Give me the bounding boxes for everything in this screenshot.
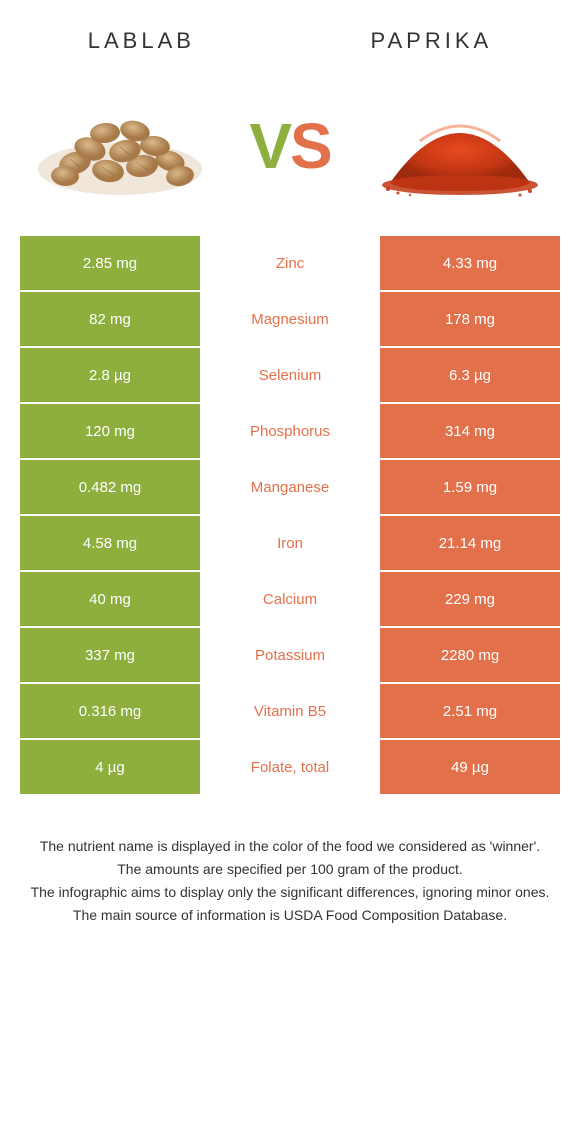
nutrient-table: 2.85 mgZinc4.33 mg82 mgMagnesium178 mg2.… bbox=[0, 236, 580, 796]
footer-line: The infographic aims to display only the… bbox=[22, 882, 558, 903]
nutrient-row: 0.316 mgVitamin B52.51 mg bbox=[20, 684, 560, 740]
left-value: 40 mg bbox=[20, 572, 200, 626]
right-value: 1.59 mg bbox=[380, 460, 560, 514]
paprika-image bbox=[370, 86, 550, 206]
nutrient-name: Manganese bbox=[200, 460, 380, 514]
left-value: 337 mg bbox=[20, 628, 200, 682]
nutrient-name: Zinc bbox=[200, 236, 380, 290]
vs-v-letter: V bbox=[249, 110, 290, 182]
right-value: 6.3 µg bbox=[380, 348, 560, 402]
vs-s-letter: S bbox=[290, 110, 331, 182]
footer-line: The amounts are specified per 100 gram o… bbox=[22, 859, 558, 880]
nutrient-row: 2.8 µgSelenium6.3 µg bbox=[20, 348, 560, 404]
right-value: 2.51 mg bbox=[380, 684, 560, 738]
nutrient-row: 337 mgPotassium2280 mg bbox=[20, 628, 560, 684]
left-value: 2.85 mg bbox=[20, 236, 200, 290]
right-value: 49 µg bbox=[380, 740, 560, 794]
nutrient-name: Phosphorus bbox=[200, 404, 380, 458]
right-value: 2280 mg bbox=[380, 628, 560, 682]
nutrient-name: Vitamin B5 bbox=[200, 684, 380, 738]
nutrient-row: 40 mgCalcium229 mg bbox=[20, 572, 560, 628]
left-value: 4 µg bbox=[20, 740, 200, 794]
footer-line: The nutrient name is displayed in the co… bbox=[22, 836, 558, 857]
footer-notes: The nutrient name is displayed in the co… bbox=[0, 796, 580, 926]
right-value: 314 mg bbox=[380, 404, 560, 458]
nutrient-name: Magnesium bbox=[200, 292, 380, 346]
left-value: 82 mg bbox=[20, 292, 200, 346]
left-value: 4.58 mg bbox=[20, 516, 200, 570]
left-food-title: LABLAB bbox=[88, 28, 195, 54]
nutrient-row: 4.58 mgIron21.14 mg bbox=[20, 516, 560, 572]
left-value: 120 mg bbox=[20, 404, 200, 458]
nutrient-row: 4 µgFolate, total49 µg bbox=[20, 740, 560, 796]
nutrient-name: Potassium bbox=[200, 628, 380, 682]
nutrient-row: 0.482 mgManganese1.59 mg bbox=[20, 460, 560, 516]
nutrient-name: Selenium bbox=[200, 348, 380, 402]
header: LABLAB PAPRIKA bbox=[0, 0, 580, 66]
vs-row: VS bbox=[0, 66, 580, 236]
nutrient-name: Iron bbox=[200, 516, 380, 570]
right-value: 178 mg bbox=[380, 292, 560, 346]
left-value: 2.8 µg bbox=[20, 348, 200, 402]
nutrient-name: Calcium bbox=[200, 572, 380, 626]
left-value: 0.482 mg bbox=[20, 460, 200, 514]
vs-label: VS bbox=[249, 109, 330, 183]
right-value: 21.14 mg bbox=[380, 516, 560, 570]
right-food-title: PAPRIKA bbox=[370, 28, 492, 54]
nutrient-name: Folate, total bbox=[200, 740, 380, 794]
footer-line: The main source of information is USDA F… bbox=[22, 905, 558, 926]
lablab-image bbox=[30, 86, 210, 206]
left-value: 0.316 mg bbox=[20, 684, 200, 738]
right-value: 4.33 mg bbox=[380, 236, 560, 290]
nutrient-row: 82 mgMagnesium178 mg bbox=[20, 292, 560, 348]
nutrient-row: 120 mgPhosphorus314 mg bbox=[20, 404, 560, 460]
right-value: 229 mg bbox=[380, 572, 560, 626]
nutrient-row: 2.85 mgZinc4.33 mg bbox=[20, 236, 560, 292]
